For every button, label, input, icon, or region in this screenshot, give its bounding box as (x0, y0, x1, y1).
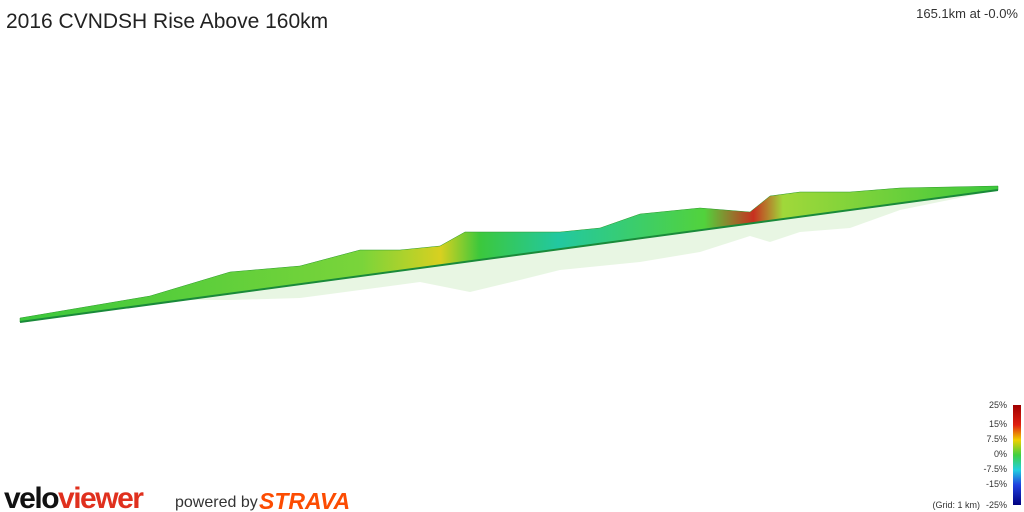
scale-label: 15% (989, 419, 1007, 429)
scale-label: -7.5% (983, 464, 1007, 474)
scale-label: 0% (994, 449, 1007, 459)
grid-note: (Grid: 1 km) (932, 500, 980, 510)
logo[interactable]: veloviewer (4, 482, 146, 512)
strava-logo[interactable]: STRAVA (259, 488, 350, 512)
title: 2016 CVNDSH Rise Above 160km (6, 10, 328, 33)
scale-label: 25% (989, 400, 1007, 410)
scale-label: -15% (986, 479, 1007, 489)
logo-velo: velo (4, 482, 59, 512)
scale-label: 7.5% (986, 434, 1007, 444)
scale-label: -25% (986, 500, 1007, 510)
profile-base (19, 189, 999, 323)
color-scale (1013, 405, 1021, 505)
logo-viewer: viewer (58, 482, 144, 512)
position-readout: 165.1km at -0.0% (916, 6, 1018, 21)
powered-by: powered by (175, 494, 258, 511)
